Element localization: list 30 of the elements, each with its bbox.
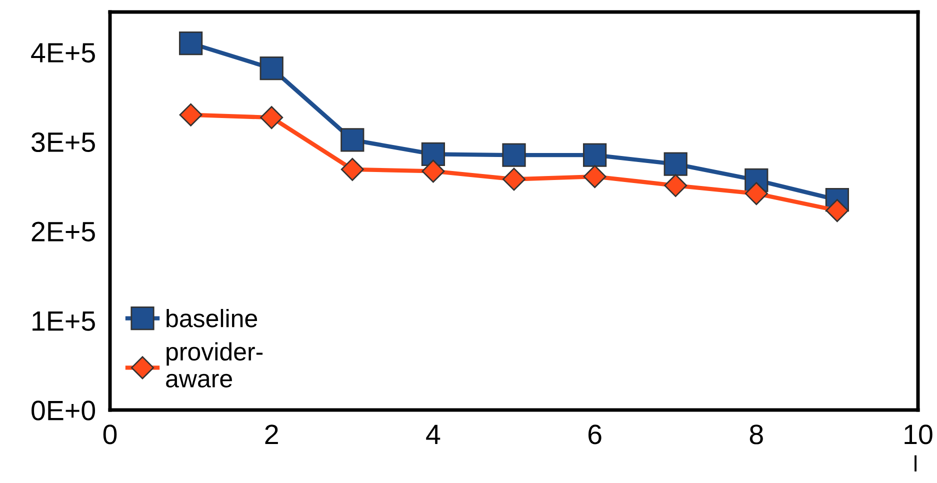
point	[422, 160, 445, 183]
x-tick-label: 10	[904, 424, 932, 444]
point	[664, 152, 688, 176]
point	[260, 106, 284, 130]
point	[583, 165, 606, 188]
x-tick-label: 0	[103, 424, 117, 444]
x-tick-label: 6	[588, 424, 602, 444]
y-tick-label: 3E+5	[32, 132, 95, 152]
point	[502, 168, 526, 191]
legend-label: baseline	[166, 308, 258, 328]
y-tick-label: 2E+5	[32, 222, 95, 242]
x-tick-label: 8	[750, 424, 763, 444]
point	[826, 199, 849, 222]
point	[340, 128, 364, 152]
legend-label: provider- aware	[166, 342, 263, 388]
point	[178, 31, 203, 56]
point	[340, 158, 364, 181]
point	[260, 56, 284, 80]
y-tick-label: 4E+5	[31, 43, 95, 63]
point	[421, 142, 446, 166]
point	[502, 143, 526, 167]
point	[744, 182, 768, 206]
x-tick-label: 4	[426, 424, 440, 444]
y-tick-label: 0E+0	[32, 400, 96, 420]
point	[582, 143, 607, 167]
point	[664, 174, 688, 198]
x-tick-label: 2	[265, 424, 278, 444]
y-tick-label: 1E+5	[32, 312, 95, 331]
point	[179, 103, 202, 126]
x-axis-title: l	[914, 455, 917, 472]
